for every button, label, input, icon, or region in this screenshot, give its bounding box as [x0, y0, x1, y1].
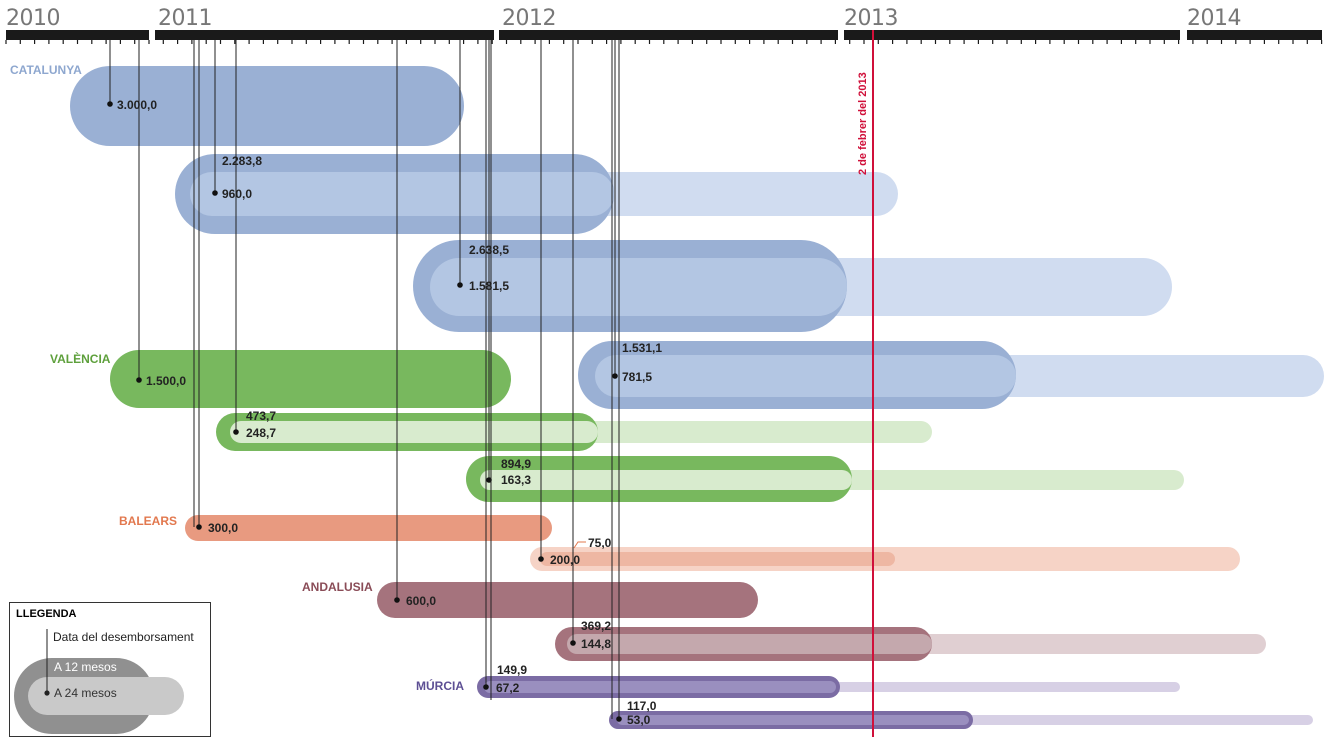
disbursement-dot-11: [483, 684, 489, 690]
axis-segment-1: [155, 30, 494, 40]
year-label-2011: 2011: [158, 6, 213, 31]
value-label-24: 67,2: [496, 681, 520, 695]
legend-shapes: [14, 629, 184, 734]
value-label-12: 149,9: [497, 663, 527, 677]
disbursement-dot-9: [394, 597, 400, 603]
disbursement-dot-8: [538, 556, 544, 562]
value-label-24: 163,3: [501, 473, 531, 487]
value-label-24: 1.581,5: [469, 279, 509, 293]
disbursement-dot-2: [457, 282, 463, 288]
value-label-12: 1.531,1: [622, 341, 662, 355]
value-leader-75: [573, 541, 586, 549]
region-label-balears: BALEARS: [119, 514, 178, 528]
region-label-andalusia: ANDALUSIA: [302, 580, 373, 594]
value-label-12: 473,7: [246, 409, 276, 423]
bar-murcia-1-24: [484, 681, 836, 693]
year-label-2010: 2010: [6, 6, 61, 31]
bar-catalunya-2-24: [190, 172, 614, 216]
bar-catalunya-4-24: [595, 355, 1016, 397]
value-label-12: 75,0: [588, 536, 612, 550]
value-label-24: 600,0: [406, 594, 436, 608]
bar-valencia-2-24: [230, 421, 598, 443]
value-label-12: 369,2: [581, 619, 611, 633]
value-label-12: 2.283,8: [222, 154, 262, 168]
value-label-24: 300,0: [208, 521, 238, 535]
legend-12-months-label: A 12 mesos: [54, 660, 117, 674]
disbursement-dot-5: [233, 429, 239, 435]
bar-valencia-3-24: [480, 470, 852, 490]
disbursement-dot-7: [196, 524, 202, 530]
year-label-2013: 2013: [844, 6, 899, 31]
legend-24-months-label: A 24 mesos: [54, 686, 117, 700]
legend-date-label: Data del desemborsament: [53, 630, 194, 644]
disbursement-dot-1: [212, 190, 218, 196]
disbursement-dot-10: [570, 640, 576, 646]
bar-andalusia-1-24: [377, 582, 758, 618]
bar-catalunya-3-24: [430, 258, 847, 316]
value-label-24: 144,8: [581, 637, 611, 651]
disbursement-dot-4: [136, 377, 142, 383]
bar-balears-2-12: [540, 552, 895, 566]
bar-balears-1-24: [185, 515, 552, 541]
bar-murcia-2-24: [617, 715, 969, 725]
disbursement-dot-6: [486, 477, 492, 483]
disbursement-dot-12: [616, 716, 622, 722]
region-label-catalunya: CATALUNYA: [10, 63, 82, 77]
region-label-valencia: VALÈNCIA: [50, 352, 111, 366]
axis-segment-4: [1187, 30, 1322, 40]
bar-valencia-1-24: [110, 350, 511, 408]
bar-andalusia-2-24: [567, 634, 932, 654]
year-label-2012: 2012: [502, 6, 557, 31]
marker-label: 2 de febrer del 2013: [857, 72, 869, 175]
disbursement-dot-3: [612, 373, 618, 379]
axis-segment-3: [844, 30, 1180, 40]
value-label-24: 1.500,0: [146, 374, 186, 388]
value-label-24: 53,0: [627, 713, 651, 727]
legend: LLEGENDA Data del desemborsament A 12 me…: [9, 602, 211, 737]
axis-segment-0: [6, 30, 149, 40]
year-label-2014: 2014: [1187, 6, 1242, 31]
value-label-24: 781,5: [622, 370, 652, 384]
value-label-12: 117,0: [627, 699, 657, 713]
value-label-24: 200,0: [550, 553, 580, 567]
value-label-24: 960,0: [222, 187, 252, 201]
legend-title: LLEGENDA: [16, 608, 77, 620]
bar-catalunya-1-24: [70, 66, 464, 146]
value-label-12: 2.638,5: [469, 243, 509, 257]
value-label-24: 3.000,0: [117, 98, 157, 112]
disbursement-dot-0: [107, 101, 113, 107]
value-label-12: 894,9: [501, 457, 531, 471]
region-label-murcia: MÚRCIA: [416, 679, 464, 693]
axis-segment-2: [499, 30, 838, 40]
value-label-24: 248,7: [246, 426, 276, 440]
